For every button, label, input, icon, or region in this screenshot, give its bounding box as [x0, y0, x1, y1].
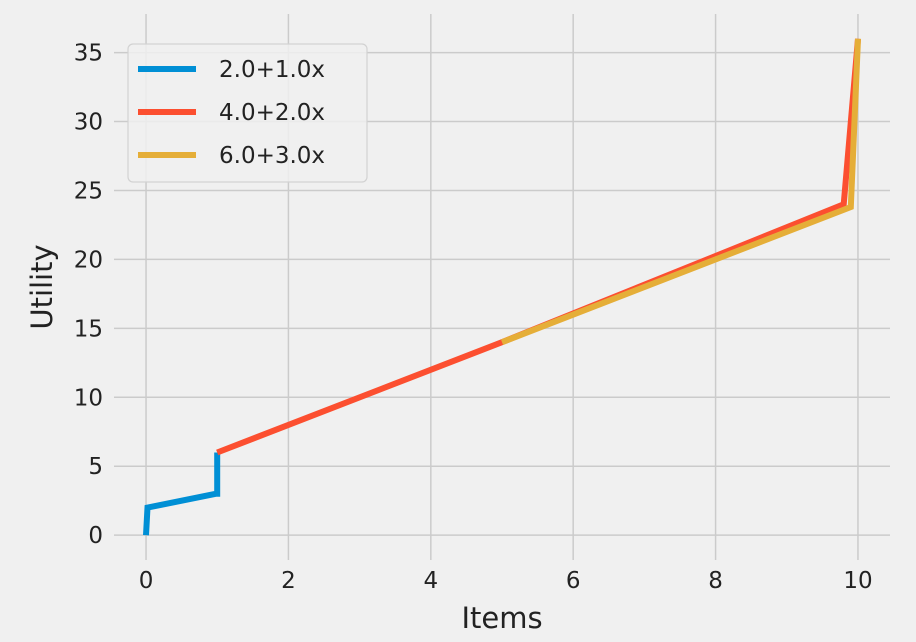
- legend: 2.0+1.0x 4.0+2.0x 6.0+3.0x: [127, 43, 368, 183]
- legend-label-2: 6.0+3.0x: [219, 143, 325, 169]
- y-tick-label-4: 20: [74, 247, 103, 273]
- x-tick-label-3: 6: [566, 568, 581, 594]
- y-tick-label-7: 35: [74, 41, 103, 67]
- x-tick-label-0: 0: [139, 568, 154, 594]
- legend-label-1: 4.0+2.0x: [219, 100, 325, 126]
- x-tick-label-2: 4: [423, 568, 438, 594]
- y-tick-label-5: 25: [74, 178, 103, 204]
- x-tick-label-5: 10: [843, 568, 872, 594]
- y-tick-label-6: 30: [74, 110, 103, 136]
- legend-frame: [127, 43, 368, 183]
- x-axis-label: Items: [461, 601, 542, 635]
- tick-labels: 0 2 4 6 8 10 0 5 10 15 20 25 30 35: [74, 41, 873, 594]
- y-tick-label-1: 5: [88, 454, 103, 480]
- x-tick-label-4: 8: [708, 568, 723, 594]
- y-tick-label-0: 0: [88, 523, 103, 549]
- y-tick-label-2: 10: [74, 385, 103, 411]
- y-tick-label-3: 15: [74, 316, 103, 342]
- y-axis-label: Utility: [25, 244, 59, 329]
- legend-label-0: 2.0+1.0x: [219, 57, 325, 83]
- series-line-2: [500, 38, 861, 345]
- x-tick-label-1: 2: [281, 568, 296, 594]
- series-line-0: [143, 452, 221, 536]
- series-lines: [143, 38, 861, 536]
